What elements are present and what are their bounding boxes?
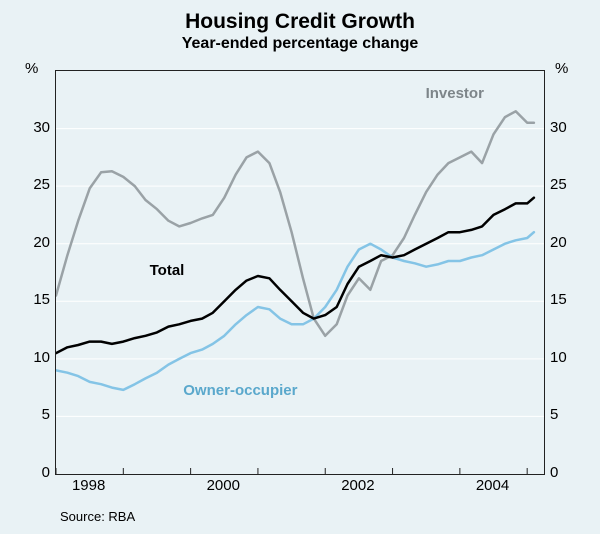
series-label-total: Total [150, 262, 185, 279]
y-tick-label-right: 20 [550, 234, 595, 251]
y-tick-label-left: 25 [5, 176, 50, 193]
y-tick-label-right: 0 [550, 464, 595, 481]
y-tick-label-left: 30 [5, 119, 50, 136]
chart-container: Housing Credit Growth Year-ended percent… [0, 0, 600, 534]
x-tick-label: 2004 [463, 477, 523, 494]
y-tick-label-left: 20 [5, 234, 50, 251]
plot-area [55, 70, 545, 475]
x-tick-label: 2000 [193, 477, 253, 494]
series-label-investor: Investor [426, 85, 484, 102]
y-tick-label-right: 30 [550, 119, 595, 136]
y-tick-label-right: 25 [550, 176, 595, 193]
chart-title: Housing Credit Growth [0, 0, 600, 33]
series-label-owner: Owner-occupier [183, 382, 297, 399]
y-tick-label-left: 0 [5, 464, 50, 481]
y-unit-left: % [25, 60, 38, 77]
chart-subtitle: Year-ended percentage change [0, 33, 600, 53]
y-tick-label-right: 10 [550, 349, 595, 366]
y-unit-right: % [555, 60, 568, 77]
x-tick-label: 1998 [59, 477, 119, 494]
y-tick-label-left: 10 [5, 349, 50, 366]
y-tick-label-left: 15 [5, 291, 50, 308]
y-tick-label-left: 5 [5, 406, 50, 423]
x-tick-label: 2002 [328, 477, 388, 494]
plot-svg [56, 71, 544, 474]
y-tick-label-right: 5 [550, 406, 595, 423]
source-text: Source: RBA [60, 509, 135, 524]
y-tick-label-right: 15 [550, 291, 595, 308]
